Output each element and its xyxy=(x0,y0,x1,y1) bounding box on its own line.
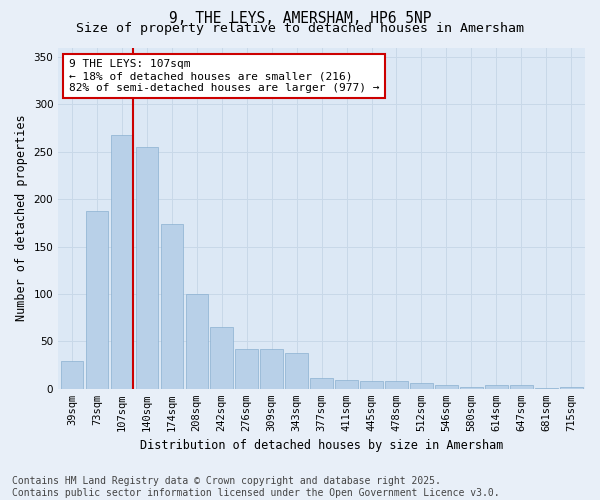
X-axis label: Distribution of detached houses by size in Amersham: Distribution of detached houses by size … xyxy=(140,440,503,452)
Bar xyxy=(61,362,83,389)
Bar xyxy=(460,387,482,389)
Bar xyxy=(110,134,133,389)
Bar xyxy=(335,380,358,389)
Bar xyxy=(435,385,458,389)
Text: 9 THE LEYS: 107sqm
← 18% of detached houses are smaller (216)
82% of semi-detach: 9 THE LEYS: 107sqm ← 18% of detached hou… xyxy=(69,60,379,92)
Y-axis label: Number of detached properties: Number of detached properties xyxy=(15,115,28,322)
Bar xyxy=(211,327,233,389)
Text: 9, THE LEYS, AMERSHAM, HP6 5NP: 9, THE LEYS, AMERSHAM, HP6 5NP xyxy=(169,11,431,26)
Bar xyxy=(535,388,557,389)
Bar xyxy=(185,294,208,389)
Bar xyxy=(260,349,283,389)
Bar xyxy=(136,147,158,389)
Bar xyxy=(86,210,108,389)
Text: Size of property relative to detached houses in Amersham: Size of property relative to detached ho… xyxy=(76,22,524,35)
Bar xyxy=(360,381,383,389)
Bar xyxy=(286,353,308,389)
Bar xyxy=(310,378,333,389)
Bar xyxy=(485,385,508,389)
Bar xyxy=(560,387,583,389)
Bar xyxy=(235,349,258,389)
Bar xyxy=(161,224,183,389)
Bar xyxy=(510,385,533,389)
Bar xyxy=(385,381,408,389)
Text: Contains HM Land Registry data © Crown copyright and database right 2025.
Contai: Contains HM Land Registry data © Crown c… xyxy=(12,476,500,498)
Bar xyxy=(410,383,433,389)
